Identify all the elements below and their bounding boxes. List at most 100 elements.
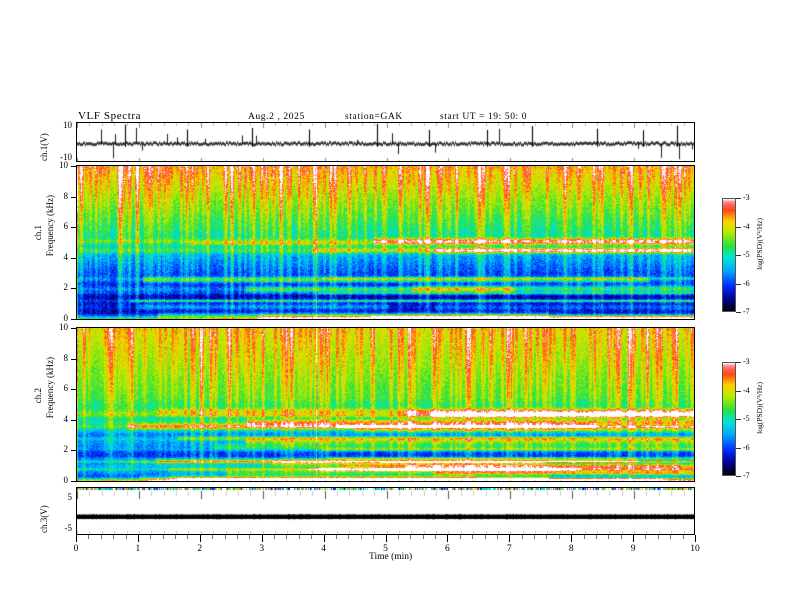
y-axis-tick	[71, 319, 76, 320]
panel-ch1-spectrogram	[76, 165, 695, 320]
y-axis-tick-label: 4	[63, 413, 69, 424]
y-axis-tick-label: 6	[63, 221, 69, 232]
panel-ch2-spec-ylabel-channel: ch.2	[33, 388, 43, 404]
x-axis-minor-tick	[657, 535, 659, 539]
x-axis-major-tick	[633, 535, 635, 542]
x-axis-tick-label: 4	[321, 544, 326, 554]
y-axis-tick-label: 2	[63, 444, 69, 455]
y-axis-tick	[71, 450, 76, 452]
x-axis-minor-tick	[558, 535, 560, 539]
x-axis-minor-tick	[521, 535, 523, 539]
x-axis-minor-tick	[534, 535, 536, 539]
x-axis-major-tick	[695, 535, 696, 542]
x-axis-minor-tick	[113, 535, 115, 539]
x-axis-major-tick	[509, 535, 511, 542]
colorbar-ch1-label: log(PSD)(V²/Hz)	[755, 218, 764, 270]
x-axis-minor-tick	[670, 535, 672, 539]
colorbar-tick	[736, 283, 741, 285]
x-axis-tick-label: 0	[73, 544, 79, 554]
y-axis-tick-label: 4	[63, 251, 69, 262]
x-axis-minor-tick	[311, 535, 313, 539]
x-axis-minor-tick	[286, 535, 288, 539]
x-axis-minor-tick	[459, 535, 461, 539]
colorbar-tick-label: -7	[743, 307, 750, 316]
x-axis-major-tick	[447, 535, 449, 542]
colorbar-tick-label: -4	[743, 221, 750, 231]
colorbar-tick-label: -3	[743, 193, 750, 202]
x-axis-minor-tick	[298, 535, 300, 539]
y-axis-tick-label: 10	[59, 160, 68, 170]
panel-ch2-spectrogram	[76, 327, 695, 482]
colorbar-tick	[736, 255, 741, 256]
x-axis-tick-label: 9	[630, 544, 636, 554]
colorbar-tick	[736, 419, 741, 420]
colorbar-tick	[736, 476, 741, 477]
x-axis-minor-tick	[472, 535, 474, 539]
x-axis-tick-label: 8	[568, 544, 574, 554]
y-axis-tick	[71, 166, 76, 167]
x-axis-label: Time (min)	[369, 552, 413, 562]
figure-start-ut: start UT = 19: 50: 0	[440, 112, 528, 122]
panel-ch3-ytick-top: 5	[67, 492, 73, 502]
panel-ch3-ylabel: ch.3(V)	[39, 505, 49, 533]
x-axis-minor-tick	[645, 535, 647, 539]
x-axis-major-tick	[261, 535, 263, 542]
x-axis-tick-label: 3	[259, 544, 265, 554]
figure-title: VLF Spectra	[78, 110, 142, 122]
colorbar-tick	[736, 390, 741, 392]
y-axis-tick	[71, 389, 76, 391]
figure-date: Aug.2 , 2025	[248, 112, 305, 122]
x-axis-tick-label: 5	[383, 544, 388, 554]
colorbar-tick	[736, 226, 741, 228]
x-axis-minor-tick	[236, 535, 238, 539]
colorbar-ch2-gradient	[723, 363, 735, 475]
y-axis-tick	[71, 257, 76, 259]
x-axis-tick-label: 1	[135, 544, 141, 554]
y-axis-tick	[71, 328, 76, 329]
y-axis-tick	[71, 481, 76, 482]
x-axis-major-tick	[571, 535, 573, 542]
x-axis-minor-tick	[162, 535, 164, 539]
x-axis-minor-tick	[150, 535, 152, 539]
x-axis-minor-tick	[274, 535, 276, 539]
colorbar-tick-label: -6	[743, 442, 750, 452]
x-axis-minor-tick	[682, 535, 684, 539]
x-axis-minor-tick	[348, 535, 350, 539]
panel-ch1-ytick-top: 10	[63, 120, 72, 130]
x-axis-tick-label: 7	[506, 544, 512, 554]
x-axis-minor-tick	[496, 535, 498, 539]
panel-ch1-waveform	[76, 122, 695, 162]
x-axis-major-tick	[385, 535, 387, 542]
y-axis-tick-label: 0	[63, 313, 69, 323]
y-axis-tick-label: 10	[59, 322, 68, 332]
colorbar-ch1	[722, 198, 736, 312]
x-axis-minor-tick	[125, 535, 127, 539]
panel-ch3-waveform	[76, 487, 695, 535]
x-axis-tick-label: 2	[197, 544, 203, 554]
x-axis-minor-tick	[100, 535, 102, 539]
x-axis-tick-label: 10	[690, 544, 700, 554]
x-axis-minor-tick	[88, 535, 90, 539]
x-axis-minor-tick	[422, 535, 424, 539]
colorbar-tick-label: -6	[743, 278, 750, 288]
y-axis-tick-label: 8	[63, 190, 69, 201]
colorbar-tick	[736, 362, 741, 363]
colorbar-ch2	[722, 362, 736, 476]
y-axis-tick	[71, 288, 76, 290]
colorbar-ch1-gradient	[723, 199, 735, 311]
x-axis-minor-tick	[360, 535, 362, 539]
y-axis-tick-label: 2	[63, 282, 69, 293]
colorbar-tick-label: -7	[743, 471, 750, 480]
y-axis-tick-label: 6	[63, 383, 69, 394]
x-axis-minor-tick	[212, 535, 214, 539]
x-axis-minor-tick	[397, 535, 399, 539]
y-axis-tick	[71, 419, 76, 421]
x-axis-minor-tick	[484, 535, 486, 539]
x-axis-minor-tick	[583, 535, 585, 539]
colorbar-tick	[736, 447, 741, 449]
x-axis-minor-tick	[335, 535, 337, 539]
figure-station: station=GAK	[345, 112, 403, 122]
colorbar-ch2-label: log(PSD)(V²/Hz)	[755, 382, 764, 434]
colorbar-tick-label: -3	[743, 357, 750, 366]
